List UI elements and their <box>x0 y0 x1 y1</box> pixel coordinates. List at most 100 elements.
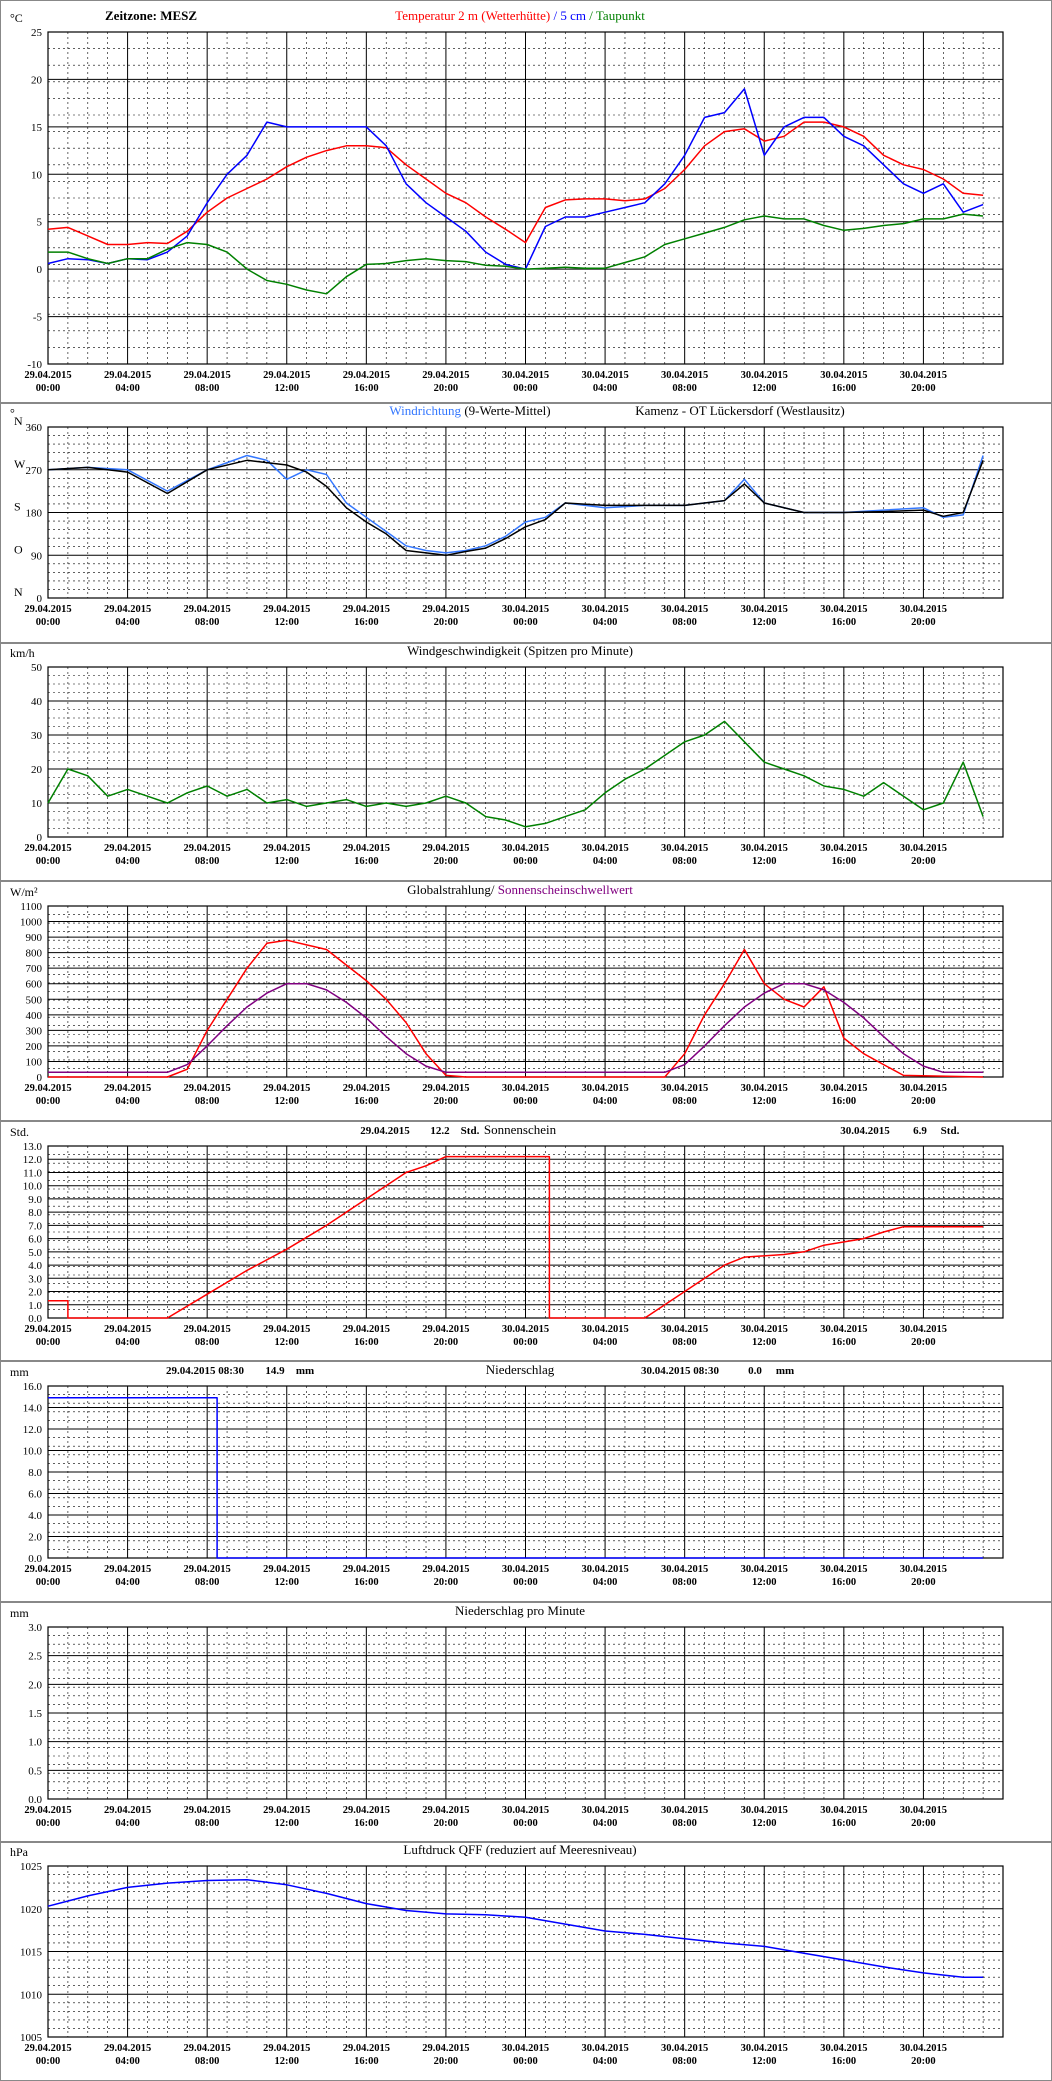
x-tick-time: 04:00 <box>593 1337 618 1348</box>
x-tick-time: 16:00 <box>832 617 857 628</box>
y-tick-label: 9.0 <box>28 1194 42 1206</box>
x-tick-date: 29.04.2015 <box>343 1564 390 1575</box>
x-tick-time: 04:00 <box>115 1337 140 1348</box>
y-tick-label: 0.0 <box>28 1553 42 1565</box>
x-tick-date: 30.04.2015 <box>741 1564 788 1575</box>
x-tick-date: 29.04.2015 <box>263 1564 310 1575</box>
x-tick-date: 30.04.2015 <box>900 604 947 615</box>
x-tick-date: 30.04.2015 <box>661 843 708 854</box>
x-tick-time: 04:00 <box>115 1096 140 1107</box>
x-tick-time: 20:00 <box>911 1818 936 1829</box>
x-tick-time: 00:00 <box>36 1337 61 1348</box>
x-tick-date: 30.04.2015 <box>661 604 708 615</box>
plot-area <box>47 31 1004 365</box>
y-tick-label: 10 <box>31 798 43 810</box>
x-tick-date: 30.04.2015 <box>661 1805 708 1816</box>
x-tick-date: 30.04.2015 <box>581 1805 628 1816</box>
x-tick-time: 00:00 <box>513 617 538 628</box>
x-tick-date: 29.04.2015 <box>184 1564 231 1575</box>
x-tick-time: 16:00 <box>832 1577 857 1588</box>
compass-label: W <box>14 457 26 471</box>
y-tick-label: 200 <box>26 1041 43 1053</box>
x-tick-date: 30.04.2015 <box>741 843 788 854</box>
x-tick-time: 04:00 <box>115 2056 140 2067</box>
x-tick-date: 30.04.2015 <box>820 1083 867 1094</box>
x-tick-time: 12:00 <box>275 2056 300 2067</box>
x-tick-date: 29.04.2015 <box>343 1324 390 1335</box>
x-tick-date: 29.04.2015 <box>24 604 71 615</box>
x-tick-date: 30.04.2015 <box>581 2043 628 2054</box>
x-tick-date: 30.04.2015 <box>502 1564 549 1575</box>
x-tick-date: 30.04.2015 <box>661 1564 708 1575</box>
y-tick-label: 1025 <box>20 1861 43 1873</box>
x-tick-time: 08:00 <box>672 383 697 394</box>
x-tick-date: 30.04.2015 <box>820 1564 867 1575</box>
x-tick-time: 20:00 <box>911 1337 936 1348</box>
x-tick-time: 12:00 <box>752 617 777 628</box>
x-tick-date: 29.04.2015 <box>24 1083 71 1094</box>
y-tick-label: 1000 <box>20 917 43 929</box>
series-line-temperature-2 <box>48 213 984 295</box>
x-tick-time: 12:00 <box>752 1096 777 1107</box>
series-line-wind_speed-0 <box>47 720 984 828</box>
summary-value: 6.9 <box>913 1125 927 1137</box>
x-tick-date: 30.04.2015 <box>502 1805 549 1816</box>
x-tick-time: 00:00 <box>513 1577 538 1588</box>
x-tick-time: 16:00 <box>832 383 857 394</box>
x-tick-date: 29.04.2015 <box>184 2043 231 2054</box>
x-tick-time: 08:00 <box>195 1577 220 1588</box>
x-tick-time: 00:00 <box>513 1818 538 1829</box>
x-tick-date: 29.04.2015 <box>184 1805 231 1816</box>
x-tick-time: 08:00 <box>672 1577 697 1588</box>
compass-label: S <box>14 500 21 514</box>
x-tick-time: 04:00 <box>115 617 140 628</box>
station-label: Kamenz - OT Lückersdorf (Westlausitz) <box>635 403 845 418</box>
summary-date: 30.04.2015 08:30 <box>641 1365 719 1377</box>
y-unit-label: mm <box>10 1365 29 1379</box>
x-tick-time: 12:00 <box>275 1337 300 1348</box>
grid-lines <box>48 1865 1003 2038</box>
grid-lines <box>48 1626 1003 1800</box>
x-tick-date: 29.04.2015 <box>343 370 390 381</box>
chart-title: Globalstrahlung/ Sonnenscheinschwellwert <box>407 882 633 897</box>
x-tick-date: 29.04.2015 <box>343 1805 390 1816</box>
x-tick-time: 16:00 <box>354 617 379 628</box>
chart-panel-precipitation_minute: 0.0 0.5 1.0 1.5 2.0 2.5 3.0 29.04.2015 00:00 29.0… <box>0 1602 1052 1842</box>
x-tick-time: 20:00 <box>911 856 936 867</box>
chart-panel-sunshine: 0.01.02.03.04.05.06.07.08.09.010.011.012… <box>0 1121 1052 1361</box>
x-tick-time: 12:00 <box>275 1577 300 1588</box>
x-tick-date: 30.04.2015 <box>502 843 549 854</box>
x-tick-date: 29.04.2015 <box>24 2043 71 2054</box>
x-tick-date: 29.04.2015 <box>184 1083 231 1094</box>
x-tick-date: 29.04.2015 <box>422 604 469 615</box>
x-tick-date: 29.04.2015 <box>263 1324 310 1335</box>
x-tick-date: 30.04.2015 <box>581 843 628 854</box>
chart-title: Windrichtung (9-Werte-Mittel) <box>389 403 550 418</box>
x-tick-date: 30.04.2015 <box>661 370 708 381</box>
y-unit-label: °C <box>10 11 23 25</box>
x-tick-time: 16:00 <box>354 1818 379 1829</box>
x-tick-date: 30.04.2015 <box>661 1324 708 1335</box>
x-tick-date: 29.04.2015 <box>422 843 469 854</box>
x-tick-date: 30.04.2015 <box>900 1083 947 1094</box>
chart-panel-temperature: -10 -5 0 5 10 15 20 25 29.04.2015 00:00 29.04.2015… <box>0 0 1052 403</box>
summary-date: 29.04.2015 08:30 <box>166 1365 244 1377</box>
y-tick-label: 5 <box>37 217 43 229</box>
x-tick-date: 29.04.2015 <box>104 2043 151 2054</box>
x-tick-date: 29.04.2015 <box>422 1083 469 1094</box>
y-tick-label: 0 <box>37 593 43 605</box>
timezone-label: Zeitzone: MESZ <box>105 8 197 23</box>
x-tick-time: 00:00 <box>36 617 61 628</box>
y-tick-label: 0 <box>37 264 43 276</box>
x-tick-date: 29.04.2015 <box>263 604 310 615</box>
x-tick-time: 12:00 <box>275 856 300 867</box>
x-tick-time: 08:00 <box>195 617 220 628</box>
x-tick-date: 29.04.2015 <box>104 604 151 615</box>
summary-date: 29.04.2015 <box>360 1125 410 1137</box>
chart-title-part: Windrichtung <box>389 403 461 418</box>
x-tick-time: 04:00 <box>593 1818 618 1829</box>
grid-lines <box>48 31 1003 365</box>
x-tick-time: 00:00 <box>36 383 61 394</box>
y-unit-label: ° <box>10 406 15 420</box>
chart-title-part: Luftdruck QFF (reduziert auf Meeresnivea… <box>403 1842 636 1857</box>
